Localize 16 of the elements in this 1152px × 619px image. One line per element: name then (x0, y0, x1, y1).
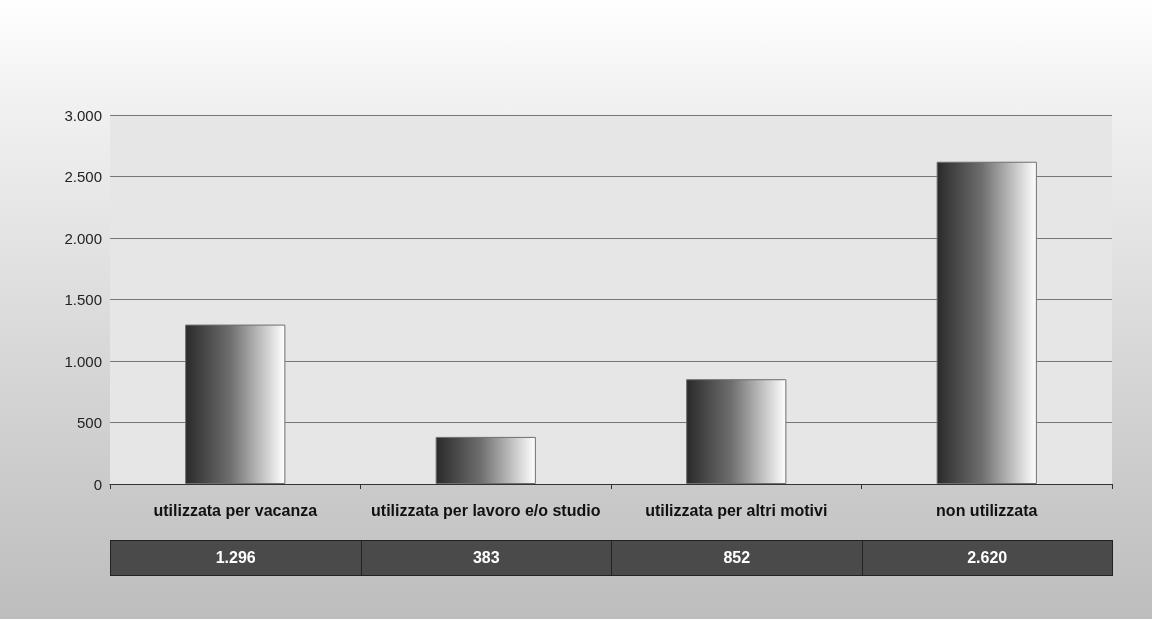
data-label: 2.620 (861, 540, 1113, 576)
y-tick-label: 1.000 (64, 352, 102, 370)
data-label: 383 (360, 540, 612, 576)
x-tick-label: non utilizzata (936, 501, 1038, 519)
x-tick-label: utilizzata per vacanza (153, 501, 318, 519)
data-label: 852 (611, 540, 863, 576)
x-tick-label: utilizzata per lavoro e/o studio (371, 501, 601, 519)
y-tick-label: 2.500 (64, 168, 102, 185)
y-tick-label: 2.000 (64, 229, 102, 247)
y-tick-label: 0 (93, 475, 102, 493)
data-label: 1.296 (110, 540, 362, 576)
y-tick-label: 3.000 (64, 106, 102, 124)
y-tick-label: 500 (76, 414, 102, 431)
y-tick-label: 1.500 (64, 291, 102, 308)
bar (435, 436, 536, 484)
x-tick-label: utilizzata per altri motivi (645, 501, 828, 519)
